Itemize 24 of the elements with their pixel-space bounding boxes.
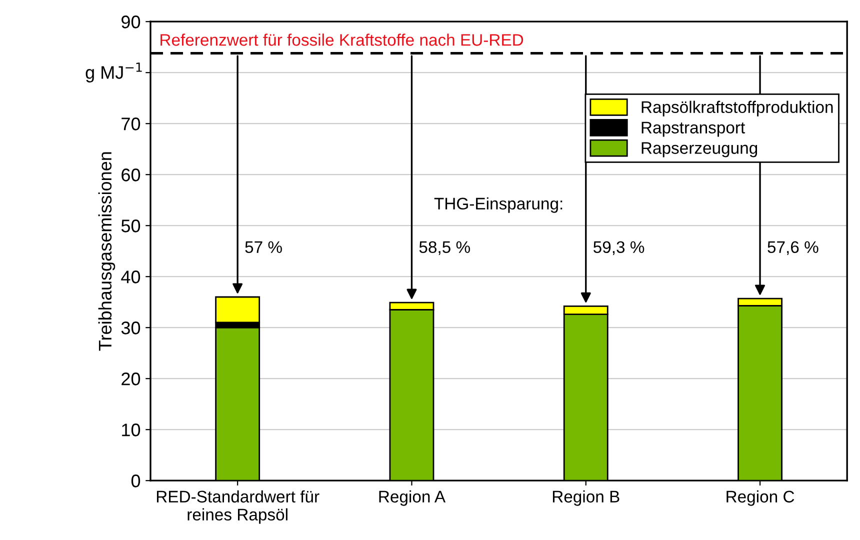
y-tick-label: 60 — [122, 168, 140, 182]
annotation: 59,3 % — [594, 241, 644, 255]
y-tick-label: 40 — [121, 270, 140, 284]
annotation: 58,5 % — [419, 241, 470, 255]
x-tick-label: Region A — [379, 490, 446, 506]
legend-label: Rapsölkraftstoffproduktion — [642, 100, 833, 116]
x-tick-label: RED-Standardwert für reines Rapsöl — [156, 490, 320, 524]
ref-line-label: Referenzwert für fossile Kraftstoffe nach EU-RED — [160, 34, 524, 46]
legend-label: Rapserzeugung — [642, 142, 758, 158]
y-axis-title: Treibhausgasemissionen — [98, 152, 116, 351]
x-tick-label: Region B — [552, 490, 620, 506]
annotation: 57,6 % — [768, 241, 818, 255]
legend-label: Rapstransport — [642, 122, 746, 137]
y-tick-label: 70 — [122, 118, 140, 130]
y-tick-label: 30 — [121, 322, 140, 334]
y-tick-label: 10 — [122, 424, 140, 436]
y-tick-label: 90 — [122, 16, 140, 28]
annotation: THG-Einsparung: — [434, 197, 562, 213]
y-tick-label: 20 — [122, 372, 140, 386]
text: g MJ$^{−1}$ — [86, 62, 142, 82]
y-tick-label: 50 — [121, 220, 140, 232]
x-tick-label: Region C — [726, 490, 794, 506]
y-tick-label: 0 — [131, 474, 140, 488]
annotation: 57 % — [245, 241, 282, 254]
